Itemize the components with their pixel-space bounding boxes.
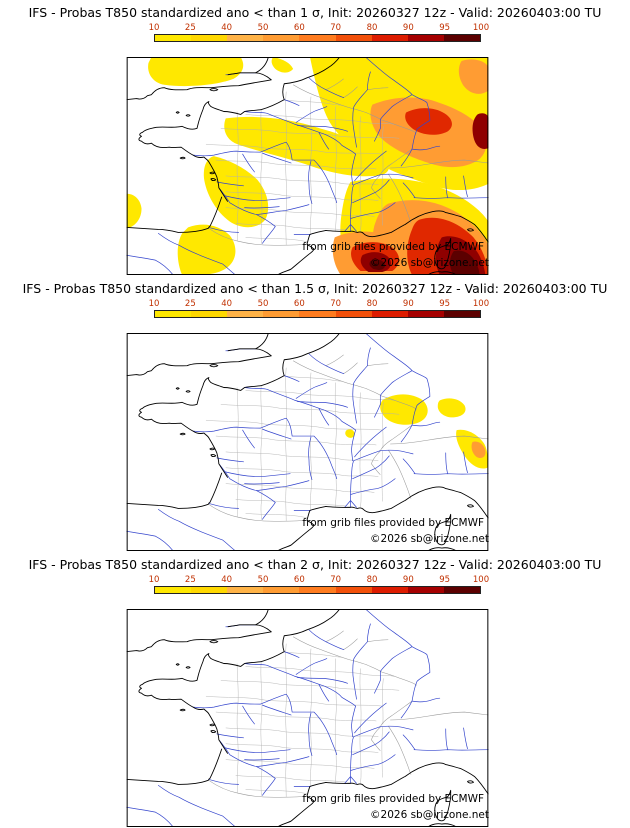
colorbar-tick-label: 60 bbox=[293, 575, 305, 585]
map-frame bbox=[126, 333, 489, 551]
colorbar-segment bbox=[227, 311, 264, 317]
copyright-text: ©2026 sb@irizone.net bbox=[370, 809, 489, 821]
colorbar-segment bbox=[371, 311, 408, 317]
probability-map-sigma2 bbox=[125, 609, 490, 827]
map-container: from grib files provided by ECMWF ©2026 … bbox=[125, 333, 490, 551]
colorbar-ticks: 10 25 40 50 60 70 80 90 95 100 bbox=[149, 23, 490, 34]
map-frame bbox=[126, 57, 489, 275]
map-container: from grib files provided by ECMWF ©2026 … bbox=[125, 609, 490, 827]
colorbar-tick-label: 60 bbox=[293, 23, 305, 33]
colorbar-segment bbox=[263, 587, 300, 593]
colorbar-segment bbox=[155, 35, 192, 41]
colorbar: 10 25 40 50 60 70 80 90 95 100 bbox=[149, 299, 490, 318]
copyright-text: ©2026 sb@irizone.net bbox=[370, 533, 489, 545]
colorbar-segment bbox=[335, 587, 372, 593]
colorbar-tick-label: 90 bbox=[402, 299, 414, 309]
map-frame bbox=[126, 609, 489, 827]
colorbar-segment bbox=[299, 587, 336, 593]
colorbar-segment bbox=[443, 587, 480, 593]
colorbar-tick-label: 10 bbox=[148, 23, 160, 33]
colorbar-tick-label: 95 bbox=[439, 299, 451, 309]
colorbar-segment bbox=[227, 35, 264, 41]
colorbar-bar bbox=[154, 310, 481, 318]
colorbar-tick-label: 80 bbox=[366, 575, 378, 585]
panel-sigma1: IFS - Probas T850 standardized ano < tha… bbox=[0, 0, 630, 276]
colorbar-segment bbox=[335, 35, 372, 41]
colorbar: 10 25 40 50 60 70 80 90 95 100 bbox=[149, 575, 490, 594]
colorbar-bar bbox=[154, 34, 481, 42]
colorbar-tick-label: 40 bbox=[221, 299, 233, 309]
colorbar-segment bbox=[263, 35, 300, 41]
colorbar-ticks: 10 25 40 50 60 70 80 90 95 100 bbox=[149, 299, 490, 310]
panel-title: IFS - Probas T850 standardized ano < tha… bbox=[28, 557, 602, 572]
colorbar-segment bbox=[263, 311, 300, 317]
colorbar-segment bbox=[299, 35, 336, 41]
colorbar-tick-label: 25 bbox=[184, 23, 196, 33]
colorbar-tick-label: 25 bbox=[184, 299, 196, 309]
colorbar-segment bbox=[155, 587, 192, 593]
panel-sigma1-5: IFS - Probas T850 standardized ano < tha… bbox=[0, 276, 630, 552]
map-container: from grib files provided by ECMWF ©2026 … bbox=[125, 57, 490, 275]
colorbar-tick-label: 70 bbox=[330, 23, 342, 33]
colorbar-tick-label: 100 bbox=[472, 299, 490, 309]
colorbar-segment bbox=[407, 311, 444, 317]
colorbar-segment bbox=[335, 311, 372, 317]
attribution-text: from grib files provided by ECMWF bbox=[302, 517, 484, 529]
attribution-text: from grib files provided by ECMWF bbox=[302, 793, 484, 805]
colorbar-tick-label: 95 bbox=[439, 23, 451, 33]
colorbar-tick-label: 50 bbox=[257, 575, 269, 585]
probability-map-sigma1-5 bbox=[125, 333, 490, 551]
colorbar-tick-label: 90 bbox=[402, 23, 414, 33]
colorbar-tick-label: 70 bbox=[330, 575, 342, 585]
colorbar-tick-label: 10 bbox=[148, 575, 160, 585]
colorbar-tick-label: 80 bbox=[366, 299, 378, 309]
colorbar-tick-label: 100 bbox=[472, 575, 490, 585]
colorbar-segment bbox=[191, 311, 228, 317]
colorbar-tick-label: 95 bbox=[439, 575, 451, 585]
colorbar-segment bbox=[443, 35, 480, 41]
colorbar-tick-label: 10 bbox=[148, 299, 160, 309]
colorbar-segment bbox=[371, 587, 408, 593]
colorbar-tick-label: 80 bbox=[366, 23, 378, 33]
colorbar-tick-label: 60 bbox=[293, 299, 305, 309]
colorbar-segment bbox=[155, 311, 192, 317]
colorbar-tick-label: 40 bbox=[221, 575, 233, 585]
colorbar-tick-label: 100 bbox=[472, 23, 490, 33]
colorbar-tick-label: 25 bbox=[184, 575, 196, 585]
attribution-text: from grib files provided by ECMWF bbox=[302, 241, 484, 253]
colorbar-segment bbox=[299, 311, 336, 317]
copyright-text: ©2026 sb@irizone.net bbox=[370, 257, 489, 269]
panel-sigma2: IFS - Probas T850 standardized ano < tha… bbox=[0, 552, 630, 828]
panel-title: IFS - Probas T850 standardized ano < tha… bbox=[22, 281, 608, 296]
colorbar-bar bbox=[154, 586, 481, 594]
colorbar-tick-label: 70 bbox=[330, 299, 342, 309]
panel-title: IFS - Probas T850 standardized ano < tha… bbox=[28, 5, 602, 20]
map-background bbox=[126, 333, 489, 551]
colorbar-segment bbox=[407, 35, 444, 41]
colorbar-segment bbox=[371, 35, 408, 41]
colorbar-tick-label: 40 bbox=[221, 23, 233, 33]
colorbar-tick-label: 50 bbox=[257, 299, 269, 309]
colorbar: 10 25 40 50 60 70 80 90 95 100 bbox=[149, 23, 490, 42]
map-background bbox=[126, 609, 489, 827]
colorbar-ticks: 10 25 40 50 60 70 80 90 95 100 bbox=[149, 575, 490, 586]
colorbar-tick-label: 50 bbox=[257, 23, 269, 33]
probability-map-sigma1 bbox=[125, 57, 490, 275]
colorbar-segment bbox=[191, 587, 228, 593]
colorbar-segment bbox=[227, 587, 264, 593]
colorbar-segment bbox=[407, 587, 444, 593]
colorbar-segment bbox=[191, 35, 228, 41]
colorbar-segment bbox=[443, 311, 480, 317]
colorbar-tick-label: 90 bbox=[402, 575, 414, 585]
